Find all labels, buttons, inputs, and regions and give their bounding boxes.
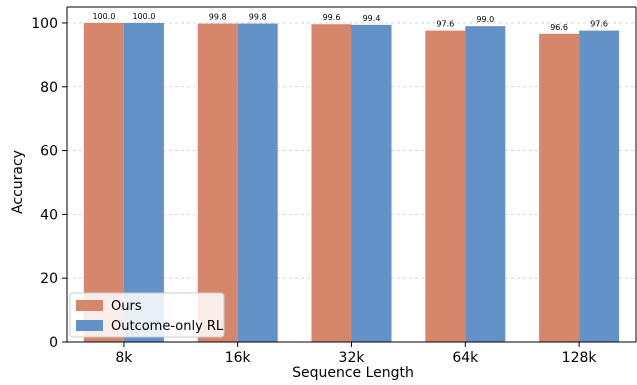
y-tick-label: 60 (40, 144, 58, 160)
bar-ours (425, 30, 466, 342)
legend-box (69, 292, 225, 338)
legend-swatch (76, 320, 103, 331)
data-label: 99.8 (249, 13, 267, 22)
x-tick-label: 8k (115, 350, 133, 366)
data-label: 99.8 (209, 13, 227, 22)
data-label: 97.6 (436, 20, 454, 29)
legend-label: Outcome-only RL (111, 319, 224, 334)
x-axis-title: Sequence Length (292, 365, 414, 381)
y-tick-label: 80 (40, 80, 58, 96)
data-label: 99.6 (323, 13, 341, 22)
data-labels: 100.0 100.0 99.8 99.8 99.6 99.4 97.6 99.0 96.6 97… (92, 12, 608, 32)
y-tick-label: 20 (40, 271, 58, 287)
bar-outcome-only-rl (465, 26, 506, 343)
y-tick-label: 100 (31, 16, 58, 32)
bar-ours (539, 33, 580, 343)
bar-outcome-only-rl (579, 30, 620, 342)
legend-swatch (76, 300, 103, 311)
data-label: 99.4 (363, 14, 381, 23)
y-tick-label: 0 (49, 335, 58, 351)
data-label: 96.6 (550, 23, 568, 32)
y-tick-label: 40 (40, 207, 58, 223)
legend-label: Ours (111, 299, 142, 314)
data-label: 99.0 (476, 15, 494, 24)
data-label: 100.0 (92, 12, 115, 21)
bars (83, 22, 620, 343)
bar-outcome-only-rl (237, 23, 278, 342)
bar-ours (311, 24, 352, 342)
bar-outcome-only-rl (351, 24, 392, 342)
x-tick-label: 16k (225, 350, 252, 366)
x-tick-label: 64k (452, 350, 479, 366)
data-label: 100.0 (132, 12, 155, 21)
legend: Ours Outcome-only RL (69, 292, 225, 338)
bar-outcome-only-rl (123, 22, 164, 342)
y-axis-title: Accuracy (10, 150, 26, 214)
x-tick-label: 32k (339, 350, 366, 366)
bar-ours (83, 22, 124, 342)
x-tick-labels: 8k 16k 32k 64k 128k (115, 342, 597, 366)
bar-ours (197, 23, 238, 342)
x-tick-label: 128k (562, 350, 598, 366)
data-label: 97.6 (590, 20, 608, 29)
y-tick-labels: 0 20 40 60 80 100 (31, 16, 67, 351)
